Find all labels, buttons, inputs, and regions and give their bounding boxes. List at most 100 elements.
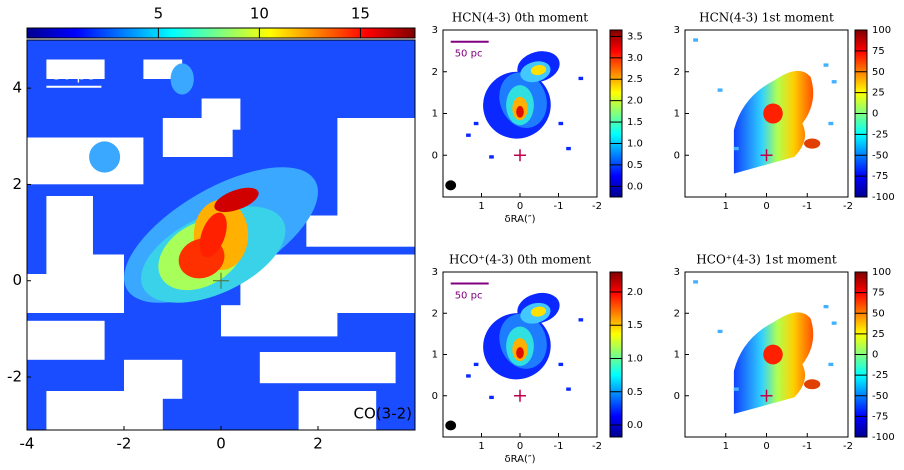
map-feature — [170, 63, 194, 95]
map-image — [693, 280, 837, 414]
map-feature — [823, 63, 829, 67]
x-tick-label: 1 — [478, 441, 484, 452]
colorbar-tick-label: 10 — [250, 5, 269, 23]
y-tick-label: 2 — [674, 308, 680, 319]
colorbar — [609, 271, 623, 438]
panel: 1 0 -1 -2 0 1 2 3 HCN(4-3) 1st moment -100 -75 -50 -… — [674, 11, 895, 213]
x-tick-label: -1 — [554, 441, 564, 452]
colorbar-tick-label: 75 — [872, 46, 885, 57]
colorbar-tick-label: 1.0 — [627, 353, 643, 364]
map-feature — [199, 212, 227, 258]
colorbar-tick-label: 25 — [872, 88, 885, 99]
colorbar-tick-label: 50 — [872, 308, 885, 319]
center-cross — [213, 272, 229, 289]
x-tick-label: -2 — [843, 441, 853, 452]
colorbar-tick-label: 1.5 — [627, 117, 643, 128]
chart-title: HCO⁺(4-3) 0th moment — [449, 253, 591, 267]
colorbar-tick-label: -25 — [872, 129, 888, 140]
x-tick-label: -2 — [592, 441, 602, 452]
y-tick-label: 3 — [674, 267, 680, 278]
colorbar-tick-label: 0.0 — [627, 181, 643, 192]
map-feature — [763, 344, 783, 365]
colorbar-tick-label: 1.0 — [627, 138, 643, 149]
map-feature — [530, 306, 547, 317]
scale-bar-label: 50 pc — [455, 49, 483, 60]
map-feature — [693, 280, 699, 284]
map-feature — [466, 374, 471, 378]
colorbar-tick-label: -75 — [872, 411, 888, 422]
map-feature — [298, 391, 377, 430]
center-cross — [514, 149, 526, 162]
y-tick-label: 1 — [674, 350, 680, 361]
map-feature — [733, 387, 739, 391]
map-feature — [516, 347, 524, 359]
map-feature — [717, 88, 723, 92]
y-tick-label: 2 — [674, 67, 680, 78]
x-tick-label: 0 — [517, 441, 523, 452]
y-tick-label: 0 — [432, 391, 438, 402]
colorbar-tick-label: 2.0 — [627, 96, 643, 107]
x-tick-label: 0 — [763, 201, 769, 212]
x-tick-label: -4 — [20, 435, 35, 453]
x-tick-label: -2 — [843, 201, 853, 212]
colorbar-tick-label: 5 — [154, 5, 164, 23]
x-tick-label: 0 — [216, 435, 226, 453]
x-tick-label: -1 — [802, 441, 812, 452]
x-tick-label: 1 — [723, 201, 729, 212]
map-feature — [693, 38, 699, 42]
map-feature — [530, 64, 547, 76]
map-feature — [558, 362, 564, 367]
x-tick-label: 1 — [723, 441, 729, 452]
map-feature — [27, 137, 144, 185]
panel: 50 pc 1 0 -1 -2 0 1 2 3 HCN(4-3) 0th moment δRA(″)… — [432, 11, 643, 226]
map-feature — [823, 305, 829, 309]
map-feature — [566, 146, 571, 151]
map-feature — [240, 254, 415, 313]
colorbar-tick-label: -50 — [872, 150, 888, 161]
map-feature — [803, 379, 821, 390]
center-cross — [760, 149, 773, 162]
colorbar-tick-label: 100 — [872, 25, 891, 36]
colorbar-tick-label: 50 — [872, 67, 885, 78]
y-tick-label: -2 — [7, 368, 22, 386]
x-axis-label: δRA(″) — [504, 214, 535, 225]
map-feature — [489, 395, 494, 400]
colorbar-tick-label: 0.5 — [627, 160, 643, 171]
colorbar-tick-label: 0.0 — [627, 420, 643, 431]
map-feature — [803, 138, 821, 149]
map-feature — [516, 105, 524, 118]
x-tick-label: 2 — [313, 435, 323, 453]
colorbar-tick-label: 2.5 — [627, 74, 643, 85]
colorbar — [609, 29, 623, 198]
y-tick-label: 0 — [432, 150, 438, 161]
colorbar-tick-label: -50 — [872, 391, 888, 402]
map-feature — [763, 103, 783, 124]
y-tick-label: 1 — [432, 350, 438, 361]
map-image — [693, 38, 837, 174]
y-tick-label: 3 — [432, 25, 438, 36]
map-feature — [473, 121, 479, 126]
map-feature — [566, 387, 571, 391]
map-feature — [831, 80, 837, 84]
map-image — [445, 51, 584, 191]
y-tick-label: 1 — [432, 109, 438, 120]
y-tick-label: 2 — [432, 67, 438, 78]
chart-title: HCN(4-3) 1st moment — [699, 11, 834, 25]
map-feature — [46, 59, 105, 79]
colorbar-tick-label: 0 — [872, 350, 878, 361]
y-tick-label: 3 — [432, 267, 438, 278]
panel: 50 pc CO(3-2) -4 -2 0 2 -2 0 2 4 5 10 15 — [7, 5, 416, 453]
x-tick-label: -2 — [592, 201, 602, 212]
scale-bar-label: 50 pc — [53, 65, 95, 83]
colorbar-tick-label: 3.5 — [627, 31, 643, 42]
map-feature — [578, 76, 584, 81]
y-tick-label: 0 — [674, 150, 680, 161]
map-feature — [201, 98, 241, 130]
x-tick-label: 0 — [763, 441, 769, 452]
panel: 1 0 -1 -2 0 1 2 3 HCO⁺(4-3) 1st moment -100 -75 -50… — [674, 253, 895, 453]
colorbar-tick-label: -100 — [872, 192, 895, 203]
y-tick-label: 0 — [674, 391, 680, 402]
map-feature — [214, 187, 259, 213]
y-tick-label: 4 — [12, 79, 22, 97]
